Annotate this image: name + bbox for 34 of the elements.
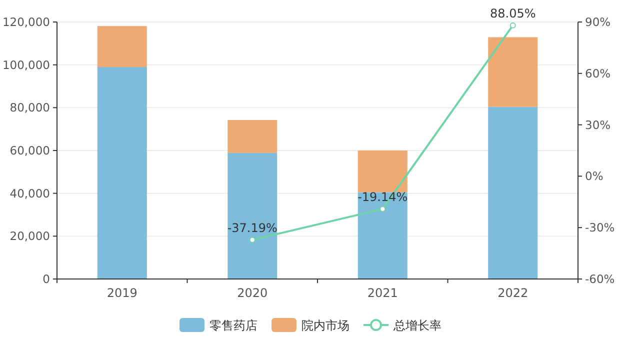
point	[380, 206, 386, 212]
bar	[488, 106, 538, 279]
y2-tick-label: 0%	[585, 169, 604, 184]
y-tick-label: 20,000	[10, 229, 50, 244]
legend-label: 零售药店	[210, 318, 258, 332]
point	[249, 236, 256, 243]
x-tick-label: 2020	[237, 286, 268, 300]
y2-tick-label: 60%	[585, 66, 611, 80]
y2-tick-label: -30%	[585, 220, 615, 235]
bar	[358, 150, 408, 192]
bar	[228, 120, 278, 153]
bar	[97, 66, 147, 279]
y-tick-label: 60,000	[10, 144, 50, 158]
x-tick-label: 2021	[367, 286, 398, 300]
legend-label: 总增长率	[392, 318, 442, 332]
bar	[97, 26, 147, 67]
y2-tick-label: 30%	[585, 118, 611, 132]
x-tick-label: 2022	[498, 286, 528, 300]
legend-label: 院内市场	[302, 318, 350, 332]
y2-tick-label: 90%	[585, 15, 611, 29]
y-tick-label: 40,000	[10, 186, 50, 200]
bar	[228, 152, 278, 279]
y-tick-label: 0	[42, 272, 50, 286]
bar	[358, 192, 408, 279]
y-tick-label: 100,000	[2, 58, 50, 72]
x-tick-label: 2019	[106, 286, 138, 300]
point	[510, 22, 516, 28]
y-tick-label: 80,000	[10, 100, 50, 115]
data-label: -19.14%	[358, 190, 408, 204]
bar	[488, 37, 538, 107]
y2-tick-label: -60%	[585, 272, 615, 286]
data-label: 88.05%	[490, 6, 536, 20]
y-tick-label: 120,000	[2, 15, 50, 29]
data-label: -37.19%	[227, 220, 278, 235]
